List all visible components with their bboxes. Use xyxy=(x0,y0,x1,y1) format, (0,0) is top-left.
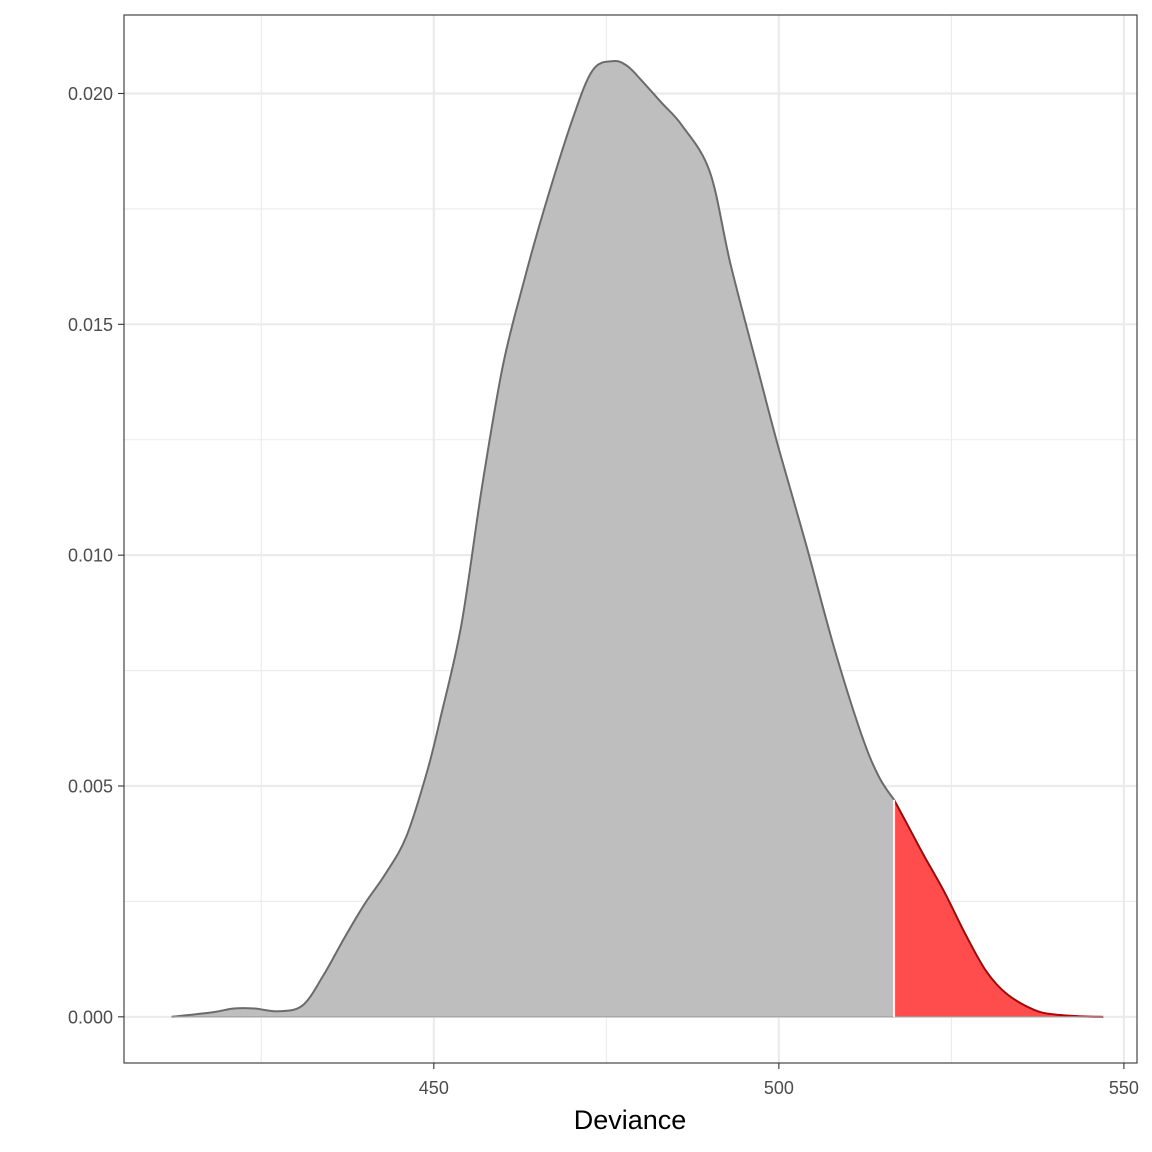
y-tick-label: 0.000 xyxy=(68,1007,113,1027)
y-tick-label: 0.020 xyxy=(68,84,113,104)
x-tick-label: 500 xyxy=(764,1078,794,1098)
x-tick-label: 550 xyxy=(1109,1078,1139,1098)
density-line-main xyxy=(171,60,895,1018)
density-line-tail xyxy=(893,799,1104,1018)
x-tick-label: 450 xyxy=(419,1078,449,1098)
density-areas xyxy=(171,60,1104,1018)
axes: 450 500 550 0.000 0.005 0.010 0.015 0.020 xyxy=(68,84,1139,1098)
y-tick-label: 0.005 xyxy=(68,776,113,796)
density-area-main xyxy=(171,61,895,1017)
panel-border xyxy=(123,14,1138,1064)
density-area-tail xyxy=(894,799,1104,1017)
x-axis-title: Deviance xyxy=(574,1105,687,1135)
y-tick-label: 0.010 xyxy=(68,546,113,566)
y-tick-label: 0.015 xyxy=(68,315,113,335)
